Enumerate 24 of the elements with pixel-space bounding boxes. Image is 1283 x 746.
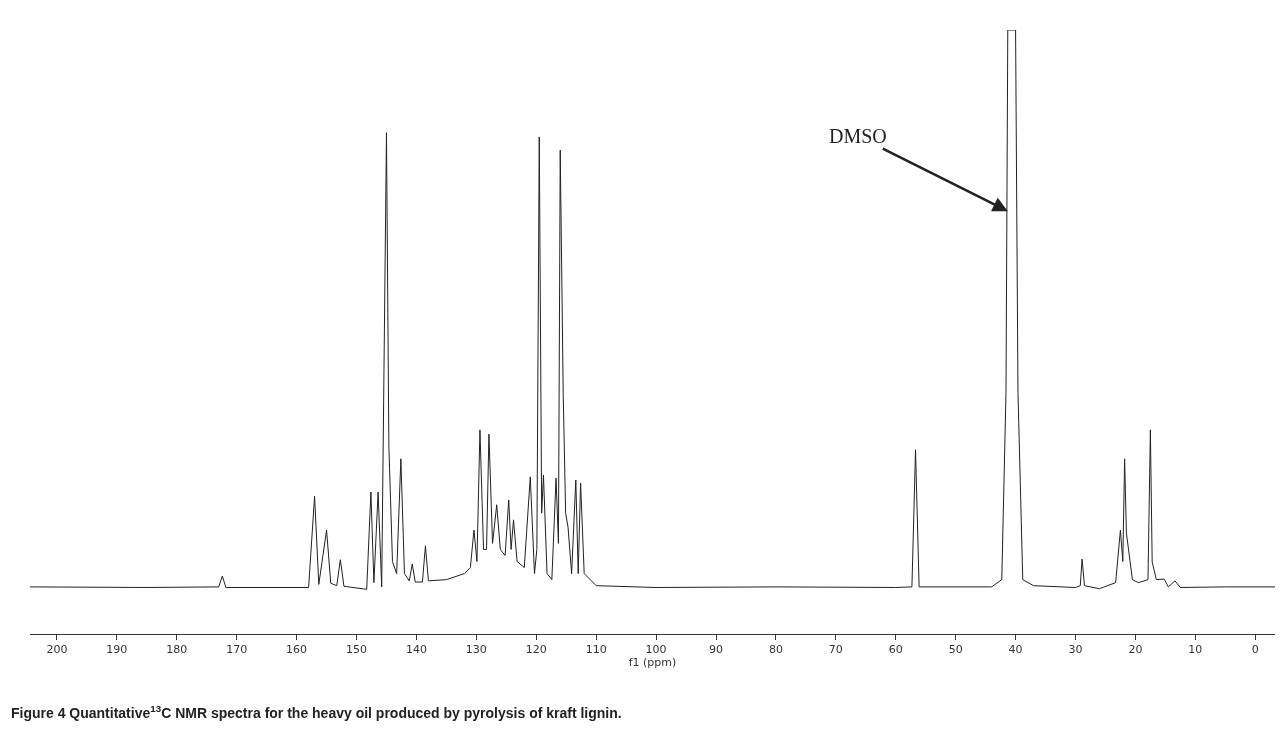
- x-tick-label: 70: [828, 643, 843, 657]
- x-tick-label: 140: [405, 643, 427, 657]
- x-tick-label: 130: [465, 643, 487, 657]
- x-tick-label: 80: [768, 643, 783, 657]
- x-tick-label: 160: [286, 643, 308, 657]
- caption: Figure 4 Quantitative$^{13}$C NMR spectra for the heavy oil produced by pyrolysis of kraft lignin.: [11, 703, 622, 721]
- x-tick-label: 200: [46, 643, 68, 657]
- x-tick-label: 110: [585, 643, 607, 657]
- x-tick-label: 180: [166, 643, 188, 657]
- x-tick-label: 30: [1068, 643, 1083, 657]
- x-axis-title: f1 (ppm): [628, 656, 677, 670]
- x-tick-label: 150: [346, 643, 368, 657]
- x-tick-label: 50: [948, 643, 963, 657]
- x-tick-label: 0: [1251, 643, 1259, 657]
- x-tick-label: 60: [888, 643, 903, 657]
- x-tick-label: 170: [226, 643, 248, 657]
- x-tick-label: 20: [1128, 643, 1143, 657]
- x-tick-label: 100: [645, 643, 667, 657]
- x-tick-label: 120: [525, 643, 547, 657]
- x-tick-label: 10: [1188, 643, 1203, 657]
- x-tick-label: 90: [709, 643, 724, 657]
- x-tick-label: 190: [106, 643, 128, 657]
- annotation: DMSO: [829, 125, 887, 147]
- x-tick-label: 40: [1008, 643, 1023, 657]
